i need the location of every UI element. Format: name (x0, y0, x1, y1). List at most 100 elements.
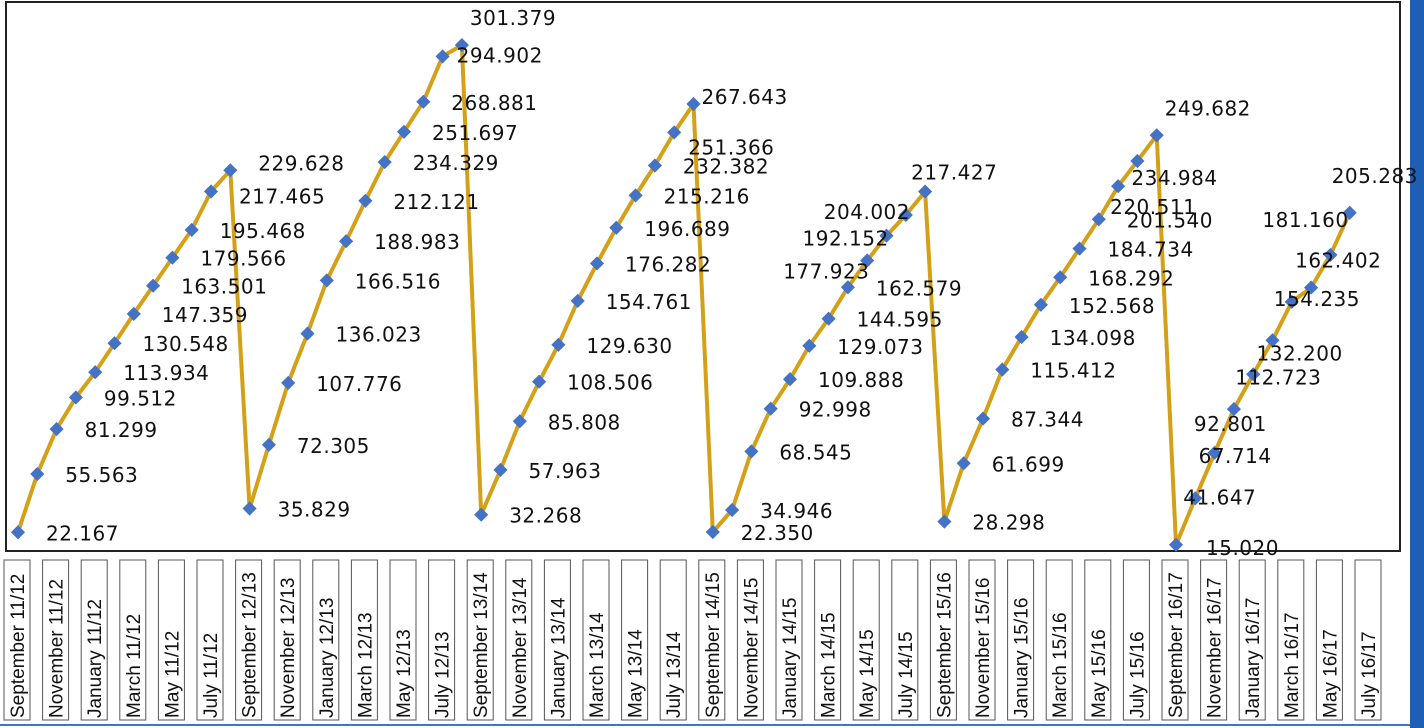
data-point (667, 125, 682, 140)
x-tick: January 15/16 (1007, 559, 1035, 721)
x-tick-box (1161, 559, 1189, 721)
x-tick-label: May 11/12 (162, 631, 183, 718)
data-label: 251.366 (688, 135, 774, 159)
x-tick-label: January 15/16 (1012, 598, 1033, 718)
x-tick-box (814, 559, 842, 721)
x-tick-box (1200, 559, 1228, 721)
data-label: 195.468 (220, 219, 306, 243)
x-tick: May 15/16 (1084, 559, 1112, 721)
x-tick-box (1354, 559, 1382, 721)
x-tick: May 16/17 (1315, 559, 1343, 721)
data-label: 268.881 (451, 91, 537, 115)
data-point (165, 250, 180, 265)
data-label: 136.023 (336, 323, 422, 347)
data-label: 205.283 (1332, 164, 1418, 188)
data-point (898, 207, 913, 223)
data-label: 301.379 (470, 6, 556, 30)
data-point (937, 514, 952, 529)
data-point (1053, 270, 1068, 285)
data-point (570, 293, 585, 308)
x-tick: March 12/13 (350, 559, 378, 721)
x-tick: July 15/16 (1122, 559, 1150, 721)
data-label: 129.073 (837, 335, 923, 359)
x-tick: November 11/12 (42, 559, 70, 721)
x-tick-label: July 15/16 (1127, 631, 1148, 718)
data-label: 196.689 (644, 217, 730, 241)
data-label: 162.579 (876, 276, 962, 300)
x-tick-label: March 11/12 (124, 614, 145, 718)
x-tick: September 13/14 (466, 559, 494, 721)
data-point (339, 234, 354, 249)
x-tick-box (852, 559, 880, 721)
x-tick: January 11/12 (80, 559, 108, 721)
data-point (802, 338, 817, 353)
data-point (1091, 212, 1106, 227)
data-point (396, 124, 412, 139)
data-label: 232.382 (683, 155, 769, 179)
data-point (763, 401, 778, 416)
series-line (16, 43, 1352, 547)
data-point (203, 184, 219, 199)
data-point (782, 372, 798, 387)
data-point (242, 501, 257, 516)
x-tick-box (1045, 559, 1073, 721)
x-tick: July 16/17 (1354, 559, 1382, 721)
x-tick: September 16/17 (1161, 559, 1189, 721)
x-tick-box (428, 559, 456, 721)
x-tick-label: May 15/16 (1089, 629, 1110, 718)
x-tick-box (389, 559, 417, 721)
data-label: 112.723 (1235, 365, 1321, 389)
x-tick: May 11/12 (157, 559, 185, 721)
data-label: 92.998 (799, 398, 872, 422)
x-tick-box (350, 559, 378, 721)
data-label: 249.682 (1165, 96, 1251, 120)
data-label: 234.984 (1131, 166, 1217, 190)
x-tick-box (582, 559, 610, 721)
x-tick-label: November 14/15 (741, 578, 762, 718)
x-tick-label: January 11/12 (85, 599, 106, 718)
data-point (223, 163, 238, 178)
data-label: 107.776 (316, 372, 402, 396)
x-tick-label: November 15/16 (973, 578, 994, 718)
data-point (1072, 241, 1087, 256)
data-point (1111, 179, 1126, 194)
data-label: 177.923 (783, 260, 869, 284)
x-tick-label: September 15/16 (934, 572, 955, 718)
data-point (435, 49, 450, 64)
data-label: 61.699 (992, 452, 1065, 476)
x-tick-box (891, 559, 919, 721)
data-label: 22.350 (741, 521, 814, 545)
data-point (1246, 367, 1261, 382)
data-label: 212.121 (393, 190, 479, 214)
data-point (1149, 128, 1164, 143)
x-tick-label: November 13/14 (510, 577, 531, 718)
data-point (261, 437, 276, 452)
data-label: 41.647 (1183, 485, 1256, 509)
x-tick-label: September 16/17 (1166, 572, 1187, 718)
data-point (1207, 445, 1222, 460)
data-label: 67.714 (1199, 444, 1272, 468)
x-tick: March 13/14 (582, 559, 610, 721)
data-point (416, 94, 431, 109)
data-point (107, 336, 122, 351)
data-label: 163.501 (181, 275, 267, 299)
data-label: 130.548 (143, 332, 229, 356)
x-tick: March 14/15 (814, 559, 842, 721)
x-tick: July 11/12 (196, 559, 224, 721)
data-point (377, 155, 392, 170)
data-label: 217.465 (239, 185, 325, 209)
x-tick: November 15/16 (968, 559, 996, 721)
x-tick: March 11/12 (119, 559, 147, 721)
x-tick-box (466, 559, 494, 721)
x-tick-box (119, 559, 147, 721)
data-markers (10, 38, 1357, 552)
data-label: 81.299 (85, 418, 158, 442)
data-point (686, 96, 701, 112)
x-tick-box (3, 559, 31, 721)
x-tick: May 12/13 (389, 559, 417, 721)
data-point (1304, 280, 1319, 295)
data-point (358, 193, 373, 208)
data-label: 181.160 (1262, 208, 1348, 232)
data-point (30, 466, 45, 482)
